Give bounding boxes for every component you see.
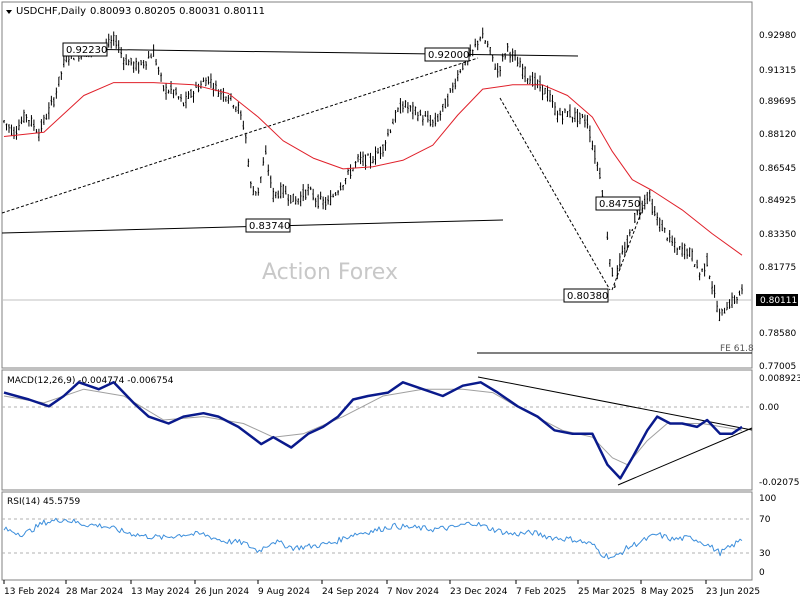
rsi-title: RSI(14) 45.5759 [7,497,80,507]
annotation-label: 0.92230 [66,45,107,56]
x-tick-label: 24 Sep 2024 [322,587,379,597]
price-tick-label: 0.77005 [759,362,796,372]
last-price-value: 0.80111 [760,296,797,306]
x-tick-label: 26 Jun 2024 [195,587,249,597]
macd-upper-trendline [477,376,753,431]
dotted-trendline-rebound [611,204,645,291]
rsi-tick-label: 100 [759,494,776,504]
macd-panel-frame [1,369,753,491]
annotation-box [424,47,470,62]
ohlc-values: 0.80093 0.80205 0.80031 0.80111 [90,6,265,17]
x-tick-label: 7 Feb 2025 [516,587,566,597]
watermark: Action Forex [262,260,398,285]
x-tick-label: 28 Mar 2024 [66,587,123,597]
annotation-label: 0.80380 [567,291,608,302]
macd-title: MACD(12,26,9) -0.004774 -0.006754 [7,376,174,386]
macd-tick-label: -0.020759 [759,478,800,488]
x-tick-label: 13 Feb 2024 [4,587,60,597]
macd-lower-trendline [617,427,753,486]
rsi-panel-frame [1,491,753,581]
x-tick-label: 25 Mar 2025 [578,587,635,597]
price-tick-label: 0.91315 [759,66,796,76]
price-tick-label: 0.89695 [759,97,796,107]
annotation-box [62,42,108,57]
fe-label: FE 61.8 [720,344,754,354]
macd-tick-label: 0.008923 [759,374,800,384]
price-annotations: 0.92230 0.92000 0.83740 0.84750 0.80380 FE 61… [62,42,754,354]
x-tick-label: 23 Dec 2024 [450,587,508,597]
price-tick-label: 0.88120 [759,130,796,140]
annotation-label: 0.92000 [428,50,469,61]
price-tick-label: 0.92980 [759,31,796,41]
x-tick-label: 23 Jun 2025 [706,587,760,597]
x-tick-label: 13 May 2024 [131,587,190,597]
dropdown-arrow-icon[interactable] [6,10,12,14]
macd-tick-label: 0.00 [759,403,779,413]
dotted-trendline-up [1,57,479,214]
candlestick-series [3,27,743,322]
sma-line [3,82,743,256]
macd-signal-line [3,388,743,466]
last-price-tag [756,294,798,306]
price-tick-label: 0.81775 [759,263,796,273]
x-tick-label: 8 May 2025 [641,587,694,597]
price-tick-label: 0.86545 [759,164,796,174]
annotation-box [563,288,609,303]
annotation-box [245,218,291,233]
price-tick-label: 0.83350 [759,230,796,240]
indicator-lines [3,82,743,560]
annotation-box [595,196,641,211]
symbol-label: USDCHF,Daily [16,6,86,17]
rsi-line [3,517,743,560]
annotation-label: 0.83740 [249,221,290,232]
rsi-tick-label: 30 [759,549,771,559]
rsi-tick-label: 70 [759,515,771,525]
x-tick-label: 9 Aug 2024 [258,587,310,597]
dotted-trendline-down [499,97,611,291]
price-tick-label: 0.84925 [759,196,796,206]
annotation-label: 0.84750 [599,199,640,210]
macd-line [3,381,743,480]
price-panel-frame [1,1,753,369]
resistance-trendline [67,48,579,57]
axis-labels: 0.92980 0.91315 0.89695 0.88120 0.86545 0.849… [3,31,800,597]
x-tick-label: 7 Nov 2024 [387,587,439,597]
price-tick-label: 0.78580 [759,329,796,339]
rsi-tick-label: 0 [759,568,765,578]
